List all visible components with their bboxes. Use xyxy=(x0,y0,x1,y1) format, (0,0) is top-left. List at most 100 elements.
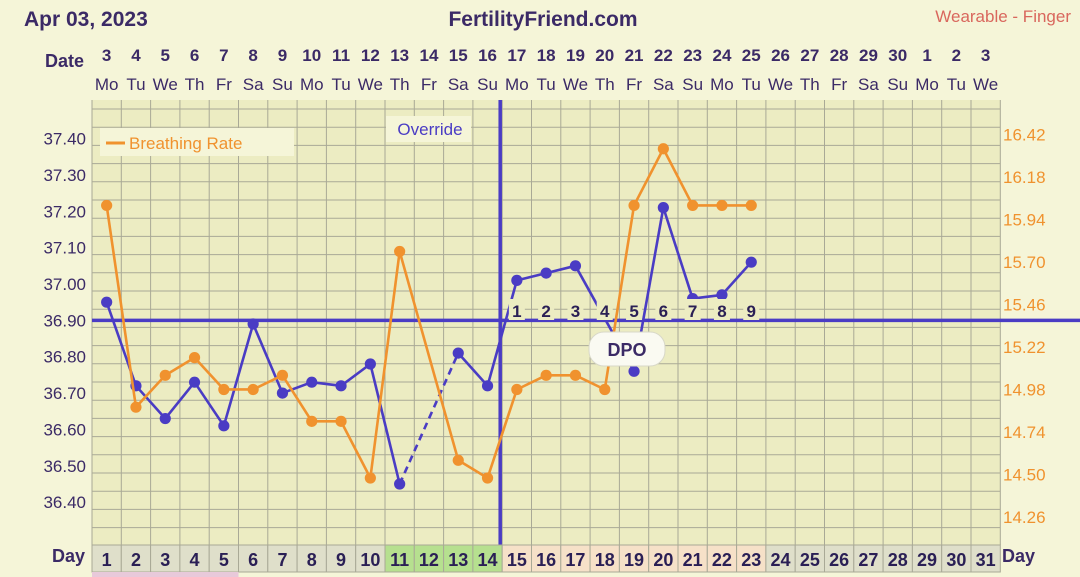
dpo-number-bg xyxy=(538,299,555,320)
y-axis-left: 37.40 37.30 37.20 37.10 37.00 36.90 36.80 36.70… xyxy=(43,130,86,513)
day-cell xyxy=(677,544,708,573)
y-tick-label-left: 36.90 xyxy=(43,311,86,330)
weekday-label: Tu xyxy=(331,75,350,94)
day-cell xyxy=(91,544,122,573)
series-point xyxy=(745,256,757,268)
series-point xyxy=(599,383,611,396)
plot-background xyxy=(92,100,1001,545)
dpo-number-bg xyxy=(567,299,584,320)
date-label: 8 xyxy=(248,46,257,65)
weekday-label: We xyxy=(563,75,588,94)
chart-date-title: Apr 03, 2023 xyxy=(24,8,148,31)
date-label: 1 xyxy=(922,46,931,65)
y-tick-label-right: 15.94 xyxy=(1003,211,1046,230)
dpo-number-bg xyxy=(596,299,613,320)
series-point xyxy=(394,478,406,490)
dpo-number: 7 xyxy=(688,302,697,321)
date-label: 2 xyxy=(952,46,961,65)
weekday-label: Fr xyxy=(216,75,232,94)
day-number: 4 xyxy=(190,550,200,570)
weekday-label: Tu xyxy=(742,75,761,94)
series-point xyxy=(745,199,757,212)
weekday-label: Sa xyxy=(448,75,469,94)
date-label: 19 xyxy=(566,46,585,65)
series-point xyxy=(452,454,464,466)
day-cell xyxy=(531,544,562,573)
date-label: 6 xyxy=(190,46,199,65)
series-line-segment xyxy=(281,374,313,423)
dpo-number: 2 xyxy=(541,302,550,321)
day-number: 23 xyxy=(741,550,761,570)
date-label: 15 xyxy=(449,46,468,65)
override-label: Override xyxy=(397,120,462,139)
series-point xyxy=(306,376,318,388)
series-line-segment xyxy=(164,381,196,420)
y-tick-label-left: 37.10 xyxy=(43,239,86,258)
date-header: 3Mo4Tu5We6Th7Fr8Sa9Su10Mo11Tu12We13Th14F… xyxy=(95,46,998,94)
day-number: 25 xyxy=(800,550,820,570)
series-point xyxy=(540,267,552,279)
legend-box xyxy=(100,128,294,156)
series-point xyxy=(628,365,640,377)
date-label: 14 xyxy=(419,46,438,65)
date-label: 23 xyxy=(683,46,702,65)
weekday-label: We xyxy=(153,75,178,94)
weekday-label: Th xyxy=(595,75,615,94)
day-number: 16 xyxy=(536,550,556,570)
date-label: 27 xyxy=(800,46,819,65)
dpo-badge: DPO xyxy=(588,331,666,367)
date-label: 29 xyxy=(859,46,878,65)
series-point xyxy=(159,369,171,381)
series-point xyxy=(569,369,582,381)
date-label: 3 xyxy=(981,46,990,65)
series-point xyxy=(247,383,259,396)
day-number: 2 xyxy=(131,550,141,570)
series-line-segment xyxy=(720,261,753,296)
day-number: 10 xyxy=(360,550,380,570)
day-row-label-right: Day xyxy=(1002,546,1035,566)
series-point xyxy=(657,202,669,214)
weekday-label: Su xyxy=(477,75,498,94)
weekday-label: Mo xyxy=(915,75,939,94)
series-point xyxy=(159,412,171,425)
date-label: 13 xyxy=(390,46,409,65)
series-line-segment xyxy=(486,280,519,387)
dpo-badge-label: DPO xyxy=(607,340,646,360)
y-tick-label-left: 37.40 xyxy=(43,130,86,149)
weekday-label: Fr xyxy=(626,75,642,94)
date-label: 30 xyxy=(888,46,907,65)
day-number: 1 xyxy=(102,550,112,570)
plot-area xyxy=(92,100,1001,545)
series-point xyxy=(394,245,406,258)
series-line-segment xyxy=(662,207,694,299)
dpo-number: 4 xyxy=(600,302,610,321)
data-series xyxy=(101,143,757,490)
day-number: 28 xyxy=(888,550,908,570)
day-number: 15 xyxy=(507,550,527,570)
weekday-label: Tu xyxy=(947,75,966,94)
date-label: 26 xyxy=(771,46,790,65)
series-point xyxy=(188,352,201,364)
series-point xyxy=(247,318,259,330)
weekday-label: Sa xyxy=(858,75,879,94)
series-line-segment xyxy=(134,384,167,420)
day-number: 9 xyxy=(336,550,346,570)
cycle-day-row: 1 2 3 4 5 6 7 8 9 10 11 12 13 14 15 16 17 18 19 20 21 22 23 24 2… xyxy=(91,544,1001,577)
series-point xyxy=(569,260,582,272)
series-line-segment xyxy=(105,205,138,408)
day-number: 14 xyxy=(478,550,498,570)
weekday-label: Mo xyxy=(95,75,119,94)
series-point xyxy=(511,383,523,396)
series-point xyxy=(101,199,113,212)
series-line-segment xyxy=(193,381,225,427)
series-point xyxy=(101,296,113,308)
series-point xyxy=(657,143,669,155)
dpo-number: 9 xyxy=(747,302,756,321)
day-number: 24 xyxy=(771,550,791,570)
day-cell xyxy=(325,544,357,573)
series-point xyxy=(540,369,552,381)
series-point xyxy=(276,369,289,381)
date-label: 17 xyxy=(507,46,526,65)
day-cell xyxy=(589,544,620,573)
day-number: 5 xyxy=(219,550,229,570)
